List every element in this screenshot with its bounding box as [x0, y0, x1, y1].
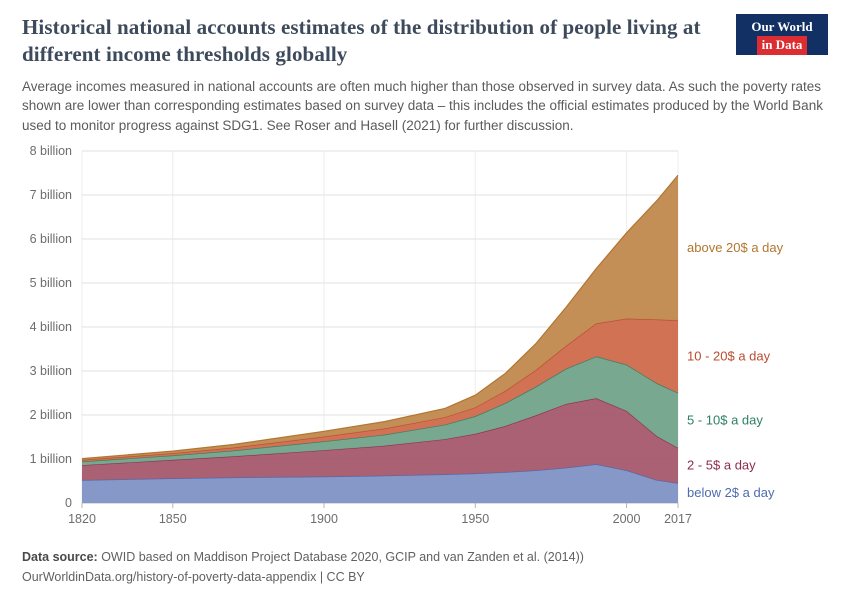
area-series-3	[82, 319, 678, 463]
logo-line1: Our World	[751, 19, 813, 34]
series-top-line-4	[81, 175, 679, 460]
y-tick-label: 8 billion	[30, 144, 72, 158]
series-label-2: 5 - 10$ a day	[687, 413, 763, 428]
area-series-4	[82, 175, 678, 461]
stacked-area-chart: 0 1 billion 2 billion 3 billion 4 billion 5 b…	[30, 144, 784, 526]
y-tick-label: 5 billion	[30, 276, 72, 290]
x-tick-label: 2000	[613, 512, 641, 526]
logo-line2: in Data	[745, 35, 819, 56]
datasource-label: Data source:	[22, 550, 98, 565]
chart-subtitle: Average incomes measured in national acc…	[22, 78, 823, 133]
x-tick-label: 1950	[461, 512, 489, 526]
x-tick-label: 1900	[310, 512, 338, 526]
x-tick-label: 1850	[159, 512, 187, 526]
y-tick-label: 4 billion	[30, 320, 72, 334]
y-tick-label: 6 billion	[30, 232, 72, 246]
area-series-1	[82, 398, 678, 484]
series-top-line-0	[81, 464, 679, 485]
area-series-0	[82, 464, 678, 504]
chart-area: 0 1 billion 2 billion 3 billion 4 billion 5 b…	[22, 139, 828, 546]
series-label-1: 2 - 5$ a day	[687, 458, 756, 473]
series-label-4: above 20$ a day	[687, 240, 784, 255]
owid-logo: Our World in Data	[736, 14, 828, 56]
y-tick-label: 0	[65, 496, 72, 510]
y-tick-label: 2 billion	[30, 408, 72, 422]
license-line: OurWorldinData.org/history-of-poverty-da…	[22, 569, 365, 584]
datasource-line: Data source: OWID based on Maddison Proj…	[22, 548, 828, 567]
series-label-3: 10 - 20$ a day	[687, 349, 771, 364]
x-tick-label: 2017	[664, 512, 692, 526]
area-series-2	[82, 356, 678, 466]
y-tick-label: 3 billion	[30, 364, 72, 378]
footer: Data source: OWID based on Maddison Proj…	[22, 548, 828, 587]
y-tick-label: 1 billion	[30, 452, 72, 466]
page-title: Historical national accounts estimates o…	[22, 15, 701, 66]
series-label-0: below 2$ a day	[687, 486, 775, 501]
header: Historical national accounts estimates o…	[22, 14, 828, 68]
y-tick-label: 7 billion	[30, 188, 72, 202]
x-tick-label: 1820	[68, 512, 96, 526]
datasource-text: OWID based on Maddison Project Database …	[97, 550, 584, 565]
